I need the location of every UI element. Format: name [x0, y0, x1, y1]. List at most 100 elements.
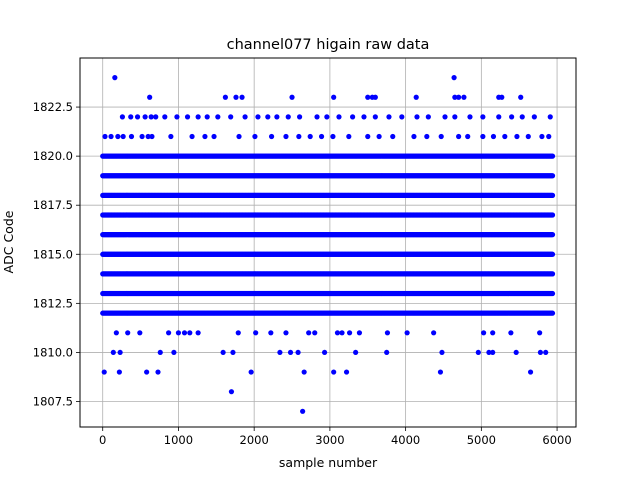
data-point: [513, 349, 519, 356]
data-point: [157, 349, 163, 356]
data-point: [301, 369, 307, 375]
data-point: [339, 330, 345, 336]
data-point: [411, 133, 417, 140]
data-point: [242, 114, 248, 120]
x-tick-label: 6000: [542, 433, 571, 447]
x-tick-label: 1000: [164, 433, 193, 447]
data-point: [331, 94, 337, 100]
data-point: [549, 232, 556, 238]
data-point: [331, 369, 337, 375]
data-point: [527, 369, 534, 375]
data-point: [496, 114, 502, 120]
data-point: [456, 94, 462, 100]
data-point: [195, 114, 201, 120]
data-point: [274, 114, 280, 120]
data-point: [137, 330, 143, 336]
data-point: [490, 330, 496, 336]
data-point: [413, 94, 419, 100]
data-point: [386, 114, 392, 120]
data-point: [306, 330, 312, 336]
data-point: [346, 330, 353, 336]
data-point: [481, 330, 487, 336]
data-point: [549, 271, 556, 277]
data-point: [318, 133, 325, 140]
data-point: [346, 133, 352, 140]
data-point: [365, 133, 371, 140]
data-point: [125, 330, 131, 336]
data-point: [372, 114, 378, 120]
data-point: [384, 349, 390, 356]
data-point: [202, 133, 208, 140]
data-point: [228, 114, 234, 120]
data-point: [425, 114, 431, 120]
data-point: [181, 330, 188, 336]
data-point: [525, 133, 531, 140]
data-point: [475, 349, 481, 356]
data-point: [330, 133, 336, 140]
data-point: [171, 349, 177, 356]
data-point: [166, 330, 172, 336]
data-point: [115, 133, 121, 140]
data-point: [343, 369, 350, 375]
data-point: [283, 133, 289, 140]
data-point: [268, 330, 274, 336]
data-point: [376, 133, 382, 140]
x-tick-label: 0: [99, 433, 106, 447]
data-point: [456, 133, 462, 140]
data-point: [499, 94, 505, 100]
data-point: [546, 133, 552, 140]
data-point: [285, 114, 291, 120]
data-point: [101, 369, 107, 375]
data-point: [144, 369, 150, 375]
data-point: [537, 349, 544, 356]
x-tick-label: 4000: [391, 433, 420, 447]
data-point: [467, 114, 473, 120]
data-point: [451, 75, 457, 81]
data-point: [108, 133, 114, 140]
data-point: [502, 133, 508, 140]
data-point: [211, 133, 217, 140]
data-point: [399, 114, 405, 120]
data-point: [461, 94, 467, 100]
data-point: [116, 369, 122, 375]
data-point: [268, 133, 275, 140]
data-point: [296, 133, 302, 140]
y-tick-label: 1822.5: [33, 100, 73, 114]
data-point: [236, 133, 242, 140]
data-point: [353, 349, 359, 356]
data-point: [539, 133, 545, 140]
data-point: [431, 330, 437, 336]
y-tick-label: 1810.0: [33, 345, 73, 359]
y-tick-label: 1815.0: [33, 247, 73, 261]
data-point: [442, 114, 448, 120]
x-tick-label: 2000: [240, 433, 269, 447]
data-point: [155, 369, 161, 375]
data-point: [149, 133, 155, 140]
data-point: [120, 133, 126, 140]
data-point: [253, 330, 259, 336]
data-point: [112, 75, 118, 81]
data-point: [119, 114, 126, 120]
y-tick-label: 1812.5: [33, 296, 73, 310]
data-point: [153, 114, 159, 120]
data-point: [139, 133, 145, 140]
data-point: [549, 251, 556, 257]
data-point: [235, 330, 241, 336]
y-axis-label: ADC Code: [1, 210, 16, 273]
data-point: [439, 349, 445, 356]
data-point: [549, 192, 556, 198]
data-point: [148, 114, 154, 120]
y-tick-label: 1807.5: [33, 394, 73, 408]
data-point: [195, 330, 201, 336]
y-tick-label: 1817.5: [33, 198, 73, 212]
data-point: [142, 114, 148, 120]
data-point: [204, 114, 210, 120]
data-point: [312, 330, 318, 336]
data-point: [265, 114, 271, 120]
data-point: [437, 369, 444, 375]
data-point: [404, 330, 410, 336]
data-point: [228, 389, 235, 395]
data-point: [128, 114, 134, 120]
data-point: [314, 114, 320, 120]
